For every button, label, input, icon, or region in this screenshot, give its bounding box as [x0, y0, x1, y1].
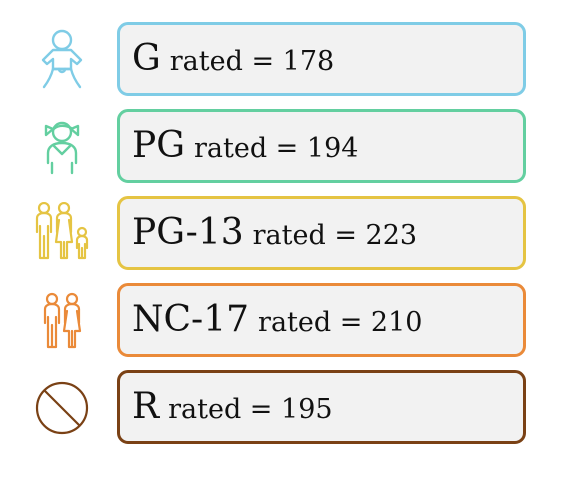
rating-count-text: rated = 178 [169, 45, 335, 77]
rating-name: PG [132, 125, 185, 166]
baby-icon [26, 28, 98, 92]
couple-icon [26, 289, 98, 353]
prohibited-icon [26, 376, 98, 440]
rating-row-g: G rated = 178 [0, 20, 571, 100]
family-icon [26, 202, 98, 266]
rating-name: PG-13 [132, 212, 244, 253]
rating-name: NC-17 [132, 299, 250, 340]
rating-row-r: R rated = 195 [0, 368, 571, 448]
rating-row-nc-17: NC-17 rated = 210 [0, 281, 571, 361]
rating-count-text: rated = 194 [193, 132, 359, 164]
rating-box: G rated = 178 [117, 22, 526, 96]
rating-count-text: rated = 210 [258, 306, 423, 338]
rating-name: R [132, 386, 160, 427]
rating-box: PG-13 rated = 223 [117, 196, 526, 270]
rating-box: NC-17 rated = 210 [117, 283, 526, 357]
child-icon [26, 115, 98, 179]
rating-name: G [132, 38, 161, 79]
rating-row-pg-13: PG-13 rated = 223 [0, 194, 571, 274]
rating-box: PG rated = 194 [117, 109, 526, 183]
rating-row-pg: PG rated = 194 [0, 107, 571, 187]
rating-count-text: rated = 195 [168, 393, 333, 425]
rating-count-text: rated = 223 [252, 219, 418, 251]
rating-box: R rated = 195 [117, 370, 526, 444]
